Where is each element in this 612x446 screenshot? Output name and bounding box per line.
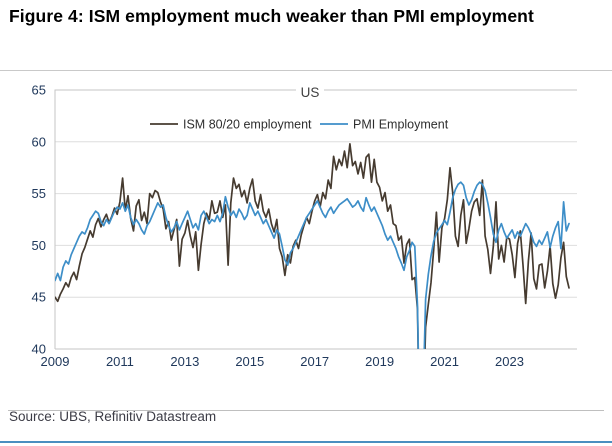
x-tick-label: 2017 [300,354,329,369]
x-tick-label: 2023 [495,354,524,369]
x-tick-label: 2013 [170,354,199,369]
y-tick-label: 45 [32,290,46,305]
x-tick-label: 2015 [235,354,264,369]
x-tick-label: 2011 [106,354,134,369]
x-tick-label: 2009 [41,354,70,369]
y-tick-label: 65 [32,83,46,98]
legend-label-ism: ISM 80/20 employment [183,118,312,132]
x-tick-label: 2019 [365,354,394,369]
y-tick-label: 60 [32,134,46,149]
y-tick-label: 55 [32,186,46,201]
chart-subtitle: US [301,85,320,100]
legend-label-pmi: PMI Employment [353,118,449,132]
chart-subtitle-backdrop [296,83,324,99]
figure-title: Figure 4: ISM employment much weaker tha… [9,6,534,26]
title-divider [0,70,612,71]
source-text: Source: UBS, Refinitiv Datastream [9,409,217,424]
bottom-blue-rule [0,441,612,443]
source-divider [8,410,604,411]
plot-border [54,89,577,349]
series-line-ism-80-20-employment [55,143,570,349]
y-tick-label: 50 [32,238,46,253]
line-chart: 40 45 50 55 60 65 2009 2011 2013 2015 2017 2019 2021… [32,83,577,369]
x-tick-label: 2021 [430,354,459,369]
series-line-pmi-employment [55,181,570,349]
y-tick-label: 40 [32,342,46,357]
